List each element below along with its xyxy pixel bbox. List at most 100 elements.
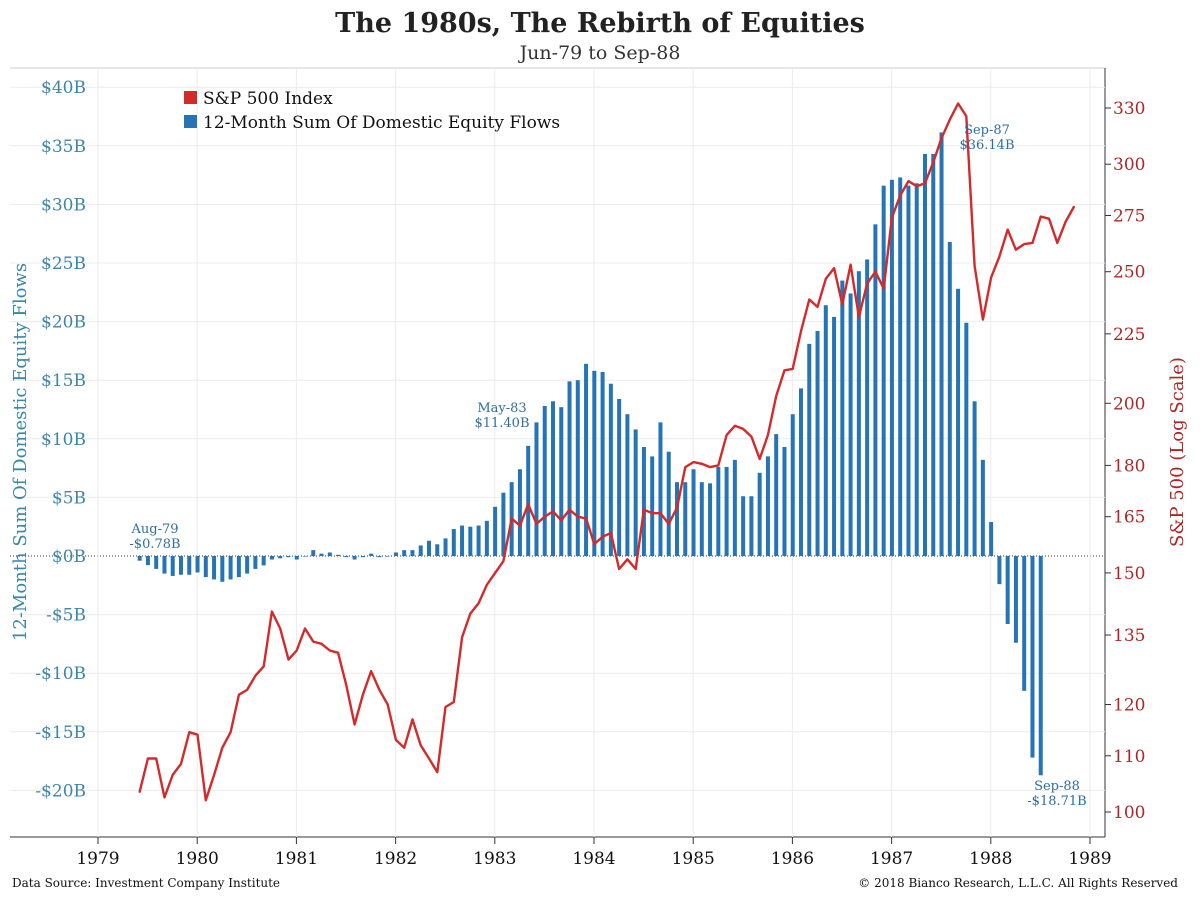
flow-bar — [749, 496, 754, 556]
y-left-tick-label: $15B — [41, 371, 86, 391]
x-tick-label: 1983 — [473, 849, 516, 869]
flow-bar — [741, 496, 746, 556]
flow-bar — [889, 179, 894, 556]
flow-bar — [1005, 556, 1010, 624]
flow-bar — [493, 506, 498, 556]
flow-bar — [608, 383, 613, 556]
y-right-tick-label: 225 — [1113, 325, 1145, 345]
annotation-line1: Aug-79 — [130, 522, 178, 537]
y-left-axis-title: 12-Month Sum Of Domestic Equity Flows — [10, 263, 31, 641]
flow-bar — [327, 552, 332, 556]
y-left-tick-label: $30B — [41, 195, 86, 215]
flow-bar — [823, 305, 828, 556]
annotation-line2: -$18.71B — [1027, 794, 1086, 809]
y-left-tick-label: $0B — [52, 547, 86, 567]
y-left-tick-label: -$5B — [46, 606, 86, 626]
flow-bar — [724, 466, 729, 556]
flow-bar — [898, 177, 903, 556]
flow-bar — [798, 388, 803, 556]
y-right-tick-label: 150 — [1113, 564, 1145, 584]
flow-bar — [344, 556, 349, 558]
flow-bar — [617, 398, 622, 556]
flow-bar — [468, 526, 473, 556]
flow-bar — [393, 552, 398, 556]
flow-bar — [145, 556, 150, 566]
x-tick-label: 1981 — [275, 849, 318, 869]
flow-bar — [658, 422, 663, 556]
flow-bar — [972, 401, 977, 556]
x-tick-label: 1989 — [1068, 849, 1111, 869]
flow-bar — [154, 556, 159, 569]
y-left-tick-label: -$20B — [35, 781, 86, 801]
flow-bar — [848, 293, 853, 556]
flow-bar — [1013, 556, 1018, 643]
flow-bar — [426, 540, 431, 556]
x-tick-label: 1988 — [969, 849, 1012, 869]
flow-bar — [526, 445, 531, 556]
flow-bar — [195, 556, 200, 573]
flow-bar — [311, 550, 316, 556]
flow-bar — [832, 316, 837, 556]
flow-bar — [765, 456, 770, 556]
y-right-tick-label: 200 — [1113, 394, 1145, 414]
flow-bar — [914, 183, 919, 556]
chart-title: The 1980s, The Rebirth of Equities — [335, 8, 865, 39]
y-right-tick-label: 300 — [1113, 155, 1145, 175]
flow-bar — [137, 556, 142, 561]
flow-bar — [674, 482, 679, 556]
flow-bar — [980, 459, 985, 556]
flow-bar — [567, 381, 572, 556]
flow-bar — [815, 330, 820, 556]
flow-bar — [856, 271, 861, 556]
flow-bar — [410, 550, 415, 556]
y-left-tick-label: $5B — [52, 488, 86, 508]
flow-bar — [964, 322, 969, 556]
flow-bar — [782, 447, 787, 556]
annotation-line2: -$0.78B — [129, 537, 180, 552]
flow-bar — [534, 422, 539, 556]
flow-bar — [261, 556, 266, 566]
flow-bar — [278, 556, 283, 559]
x-tick-label: 1987 — [870, 849, 913, 869]
flow-bar — [162, 556, 167, 574]
flow-bar — [1030, 556, 1035, 758]
flow-bar — [212, 556, 217, 580]
flow-bar — [402, 550, 407, 556]
flow-bar — [435, 544, 440, 556]
flow-bar — [997, 556, 1002, 585]
grid-layer — [10, 67, 1106, 838]
flow-bar — [418, 545, 423, 556]
flow-bar — [650, 456, 655, 556]
axis-layer: -$20B -$15B -$10B -$5B $0B $5B $10B $15B $20B $25… — [10, 78, 1188, 869]
flow-bar — [451, 529, 456, 556]
flow-bar — [517, 469, 522, 556]
flow-bar — [592, 370, 597, 556]
annotation-line1: May-83 — [477, 401, 526, 416]
flow-bar — [245, 556, 250, 574]
flow-bar — [666, 451, 671, 556]
chart-subtitle: Jun-79 to Sep-88 — [519, 42, 681, 64]
y-left-tick-label: -$10B — [35, 664, 86, 684]
legend-label-sp500: S&P 500 Index — [203, 89, 333, 109]
y-left-tick-label: -$15B — [35, 723, 86, 743]
flow-bar — [178, 556, 183, 575]
flow-bar — [956, 288, 961, 556]
x-tick-label: 1980 — [176, 849, 219, 869]
flow-bar — [873, 224, 878, 556]
annotation-line1: Sep-87 — [964, 123, 1010, 138]
flow-bar — [319, 553, 324, 556]
legend-swatch-sp500 — [184, 91, 197, 104]
flow-bar — [708, 483, 713, 556]
flow-bar — [931, 154, 936, 556]
flow-bar — [220, 556, 225, 582]
flow-bar — [203, 556, 208, 578]
flow-bar — [939, 132, 944, 556]
y-right-tick-label: 135 — [1113, 626, 1145, 646]
flow-bar — [807, 343, 812, 556]
flow-bar — [360, 556, 365, 558]
flow-bar — [633, 429, 638, 556]
flow-bar — [600, 371, 605, 556]
flow-bar — [269, 556, 274, 560]
bar-layer — [137, 132, 1043, 776]
y-right-tick-label: 165 — [1113, 508, 1145, 528]
